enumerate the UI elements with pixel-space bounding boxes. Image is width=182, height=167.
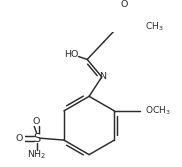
Text: NH$_2$: NH$_2$ xyxy=(27,148,46,161)
Text: O: O xyxy=(120,0,128,9)
Text: S: S xyxy=(33,132,40,145)
Text: O: O xyxy=(15,134,23,143)
Text: N: N xyxy=(99,72,106,81)
Text: OCH$_3$: OCH$_3$ xyxy=(145,104,170,117)
Text: CH$_3$: CH$_3$ xyxy=(145,21,164,33)
Text: O: O xyxy=(33,117,40,126)
Text: HO: HO xyxy=(64,50,79,59)
